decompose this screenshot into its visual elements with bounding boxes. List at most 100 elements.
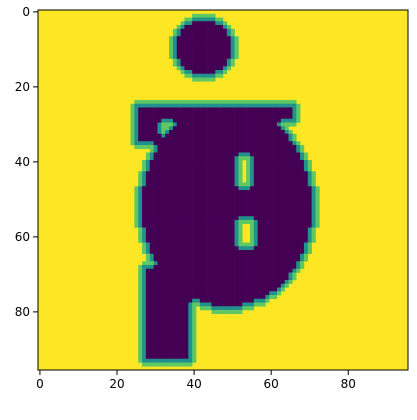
heatmap-cell [165,137,170,142]
heatmap-cell [169,130,174,135]
heatmap-cell [292,118,297,123]
heatmap-cell [192,70,197,75]
heatmap-cell [145,223,151,228]
heatmap-cell [165,148,170,153]
heatmap-cell [161,231,166,236]
heatmap-cell [257,145,262,150]
heatmap-cell [226,100,231,105]
heatmap-cell [184,201,189,206]
heatmap-cell [184,193,189,198]
heatmap-cell [269,276,274,281]
heatmap-cell [253,118,258,123]
heatmap-cell [280,115,285,120]
heatmap-cell [300,220,305,225]
heatmap-cell [188,137,193,142]
heatmap-cell [249,265,255,270]
heatmap-cell [142,201,147,206]
heatmap-cell [253,238,258,243]
heatmap-cell [188,268,193,273]
heatmap-cell [249,242,255,247]
heatmap-cell [196,235,201,240]
heatmap-cell [203,21,208,26]
heatmap-cell [172,242,178,247]
heatmap-cell [142,208,147,213]
heatmap-cell [172,58,178,63]
heatmap-cell [188,280,193,285]
heatmap-cell [196,208,201,213]
heatmap-cell [226,242,231,247]
heatmap-cell [188,152,193,157]
heatmap-cell [153,227,158,232]
heatmap-cell [238,163,243,168]
heatmap-cell [234,298,239,303]
heatmap-cell [207,77,212,82]
heatmap-cell [192,287,197,292]
heatmap-cell [280,141,285,146]
heatmap-cell [184,212,189,217]
heatmap-cell [242,272,247,277]
heatmap-cell [303,205,309,210]
heatmap-cell [203,36,208,41]
heatmap-cell [300,212,305,217]
heatmap-cell [169,145,174,150]
heatmap-cell [280,178,285,183]
heatmap-cell [269,137,274,142]
heatmap-cell [203,100,208,105]
heatmap-cell [207,160,212,165]
heatmap-cell [223,268,228,273]
heatmap-cell [184,298,189,303]
heatmap-cell [161,257,166,262]
heatmap-cell [288,261,293,266]
heatmap-cell [219,103,224,108]
heatmap-cell [207,145,212,150]
heatmap-cell [184,272,189,277]
heatmap-cell [172,321,178,326]
heatmap-cell [138,205,143,210]
heatmap-cell [134,103,139,108]
heatmap-cell [246,298,251,303]
heatmap-cell [238,265,243,270]
heatmap-cell [161,171,166,176]
heatmap-cell [284,178,289,183]
heatmap-cell [257,246,262,251]
heatmap-cell [176,223,181,228]
heatmap-cell [315,216,320,221]
heatmap-cell [207,126,212,131]
heatmap-cell [192,253,197,258]
heatmap-cell [269,272,274,277]
heatmap-cell [196,201,201,206]
heatmap-cell [188,141,193,146]
heatmap-cell [226,66,231,71]
heatmap-cell [234,261,239,266]
heatmap-cell [292,231,297,236]
heatmap-cell [169,182,174,187]
heatmap-cell [203,167,208,172]
heatmap-cell [234,287,239,292]
heatmap-cell [192,283,197,288]
heatmap-cell [142,358,147,363]
heatmap-cell [230,141,235,146]
heatmap-cell [292,246,297,251]
heatmap-cell [249,100,255,105]
heatmap-cell [176,347,181,352]
heatmap-cell [242,190,247,195]
heatmap-cell [142,238,147,243]
heatmap-cell [203,246,208,251]
heatmap-cell [199,295,205,300]
heatmap-cell [196,32,201,37]
heatmap-cell [249,197,255,202]
heatmap-cell [172,227,178,232]
heatmap-cell [203,47,208,52]
heatmap-cell [165,115,170,120]
heatmap-cell [207,115,212,120]
heatmap-cell [176,160,181,165]
heatmap-cell [153,355,158,360]
heatmap-cell [300,205,305,210]
heatmap-cell [269,190,274,195]
heatmap-cell [207,17,212,22]
heatmap-cell [157,118,162,123]
heatmap-cell [161,246,166,251]
heatmap-cell [176,325,181,330]
heatmap-cell [276,186,282,191]
heatmap-cell [296,208,301,213]
